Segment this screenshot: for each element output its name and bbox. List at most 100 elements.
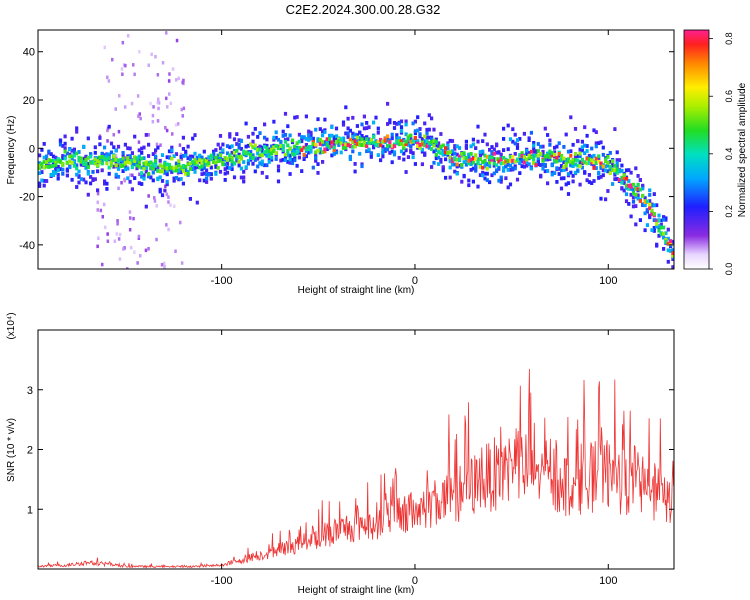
heat-cell (569, 115, 573, 120)
heat-cell (158, 158, 162, 163)
heat-cell (149, 101, 152, 106)
heat-cell (86, 192, 90, 197)
heat-cell (288, 172, 292, 176)
heat-cell (142, 156, 146, 160)
heat-cell (488, 164, 492, 169)
heat-cell (611, 162, 615, 167)
heat-cell (634, 222, 638, 227)
heat-cell (620, 175, 624, 180)
heat-cell (485, 142, 489, 147)
heat-cell (96, 191, 100, 196)
heat-cell (193, 161, 197, 166)
heat-cell (193, 158, 197, 162)
heat-cell (154, 167, 158, 171)
heat-cell (406, 136, 410, 140)
heat-cell (351, 145, 355, 149)
heat-cell (555, 144, 559, 149)
heat-cell (165, 31, 168, 35)
heat-cell (177, 177, 181, 182)
heat-cell (615, 177, 619, 181)
heat-cell (58, 142, 63, 147)
heat-cell (155, 142, 159, 147)
heat-cell (508, 167, 513, 172)
heat-cell (590, 146, 594, 151)
heat-cell (144, 169, 148, 174)
heat-cell (518, 153, 522, 157)
heat-cell (112, 154, 116, 159)
heat-cell (587, 161, 591, 165)
heat-cell (571, 158, 575, 163)
heat-cell (325, 147, 329, 151)
heat-cell (72, 164, 76, 168)
heat-cell (147, 133, 150, 137)
heat-cell (464, 139, 468, 144)
heat-cell (235, 156, 239, 161)
heat-cell (645, 199, 649, 204)
heat-cell (202, 166, 206, 170)
heat-cell (536, 159, 540, 164)
heat-cell (543, 169, 547, 174)
heat-cell (263, 150, 267, 154)
heat-cell (162, 261, 166, 266)
heat-cell (437, 144, 441, 148)
heat-cell (164, 126, 167, 130)
heat-cell (174, 161, 179, 166)
heat-cell (121, 169, 125, 173)
heat-cell (202, 178, 206, 183)
heat-cell (416, 139, 420, 143)
heat-cell (434, 148, 438, 153)
heat-cell (631, 191, 636, 196)
heat-cell (316, 162, 320, 166)
heat-cell (216, 142, 220, 147)
heat-cell (100, 155, 104, 159)
heat-cell (279, 139, 283, 144)
heat-cell (506, 159, 510, 163)
heat-cell (179, 220, 182, 225)
heat-cell (474, 164, 478, 169)
heat-cell (177, 163, 181, 168)
heat-cell (439, 159, 443, 164)
heat-cell (571, 164, 575, 168)
heat-cell (648, 215, 652, 220)
heat-cell (242, 179, 246, 184)
heat-cell (448, 150, 452, 154)
heat-cell (395, 139, 399, 144)
heat-cell (413, 131, 417, 136)
heat-cell (518, 160, 522, 164)
heat-cell (209, 172, 213, 176)
heat-cell (365, 126, 369, 130)
heat-cell (348, 128, 352, 133)
heat-cell (548, 138, 552, 143)
heat-cell (61, 167, 65, 172)
heat-cell (293, 115, 297, 120)
heat-cell (276, 168, 281, 173)
heat-cell (38, 184, 42, 188)
heat-cell (402, 157, 406, 162)
heat-cell (214, 155, 218, 160)
heat-cell (578, 151, 582, 156)
heat-cell (506, 147, 510, 152)
heat-cell (536, 162, 540, 167)
heat-cell (239, 175, 243, 180)
heat-cell (260, 145, 264, 150)
heat-cell (583, 143, 587, 148)
heat-cell (659, 225, 663, 230)
heat-cell (244, 121, 248, 126)
heat-cell (302, 152, 306, 157)
heat-cell (70, 148, 74, 153)
heat-cell (135, 163, 139, 168)
heat-cell (295, 150, 299, 155)
heat-cell (221, 142, 225, 147)
heat-cell (253, 169, 257, 174)
heat-cell (520, 164, 524, 169)
heat-cell (75, 166, 79, 171)
heat-cell (321, 139, 325, 144)
heat-cell (392, 152, 397, 157)
heat-cell (495, 142, 499, 147)
heat-cell (332, 148, 336, 152)
heat-cell (184, 153, 188, 158)
heat-cell (490, 157, 494, 162)
heat-cell (174, 165, 179, 169)
heat-cell (77, 155, 81, 160)
heat-cell (546, 154, 550, 159)
